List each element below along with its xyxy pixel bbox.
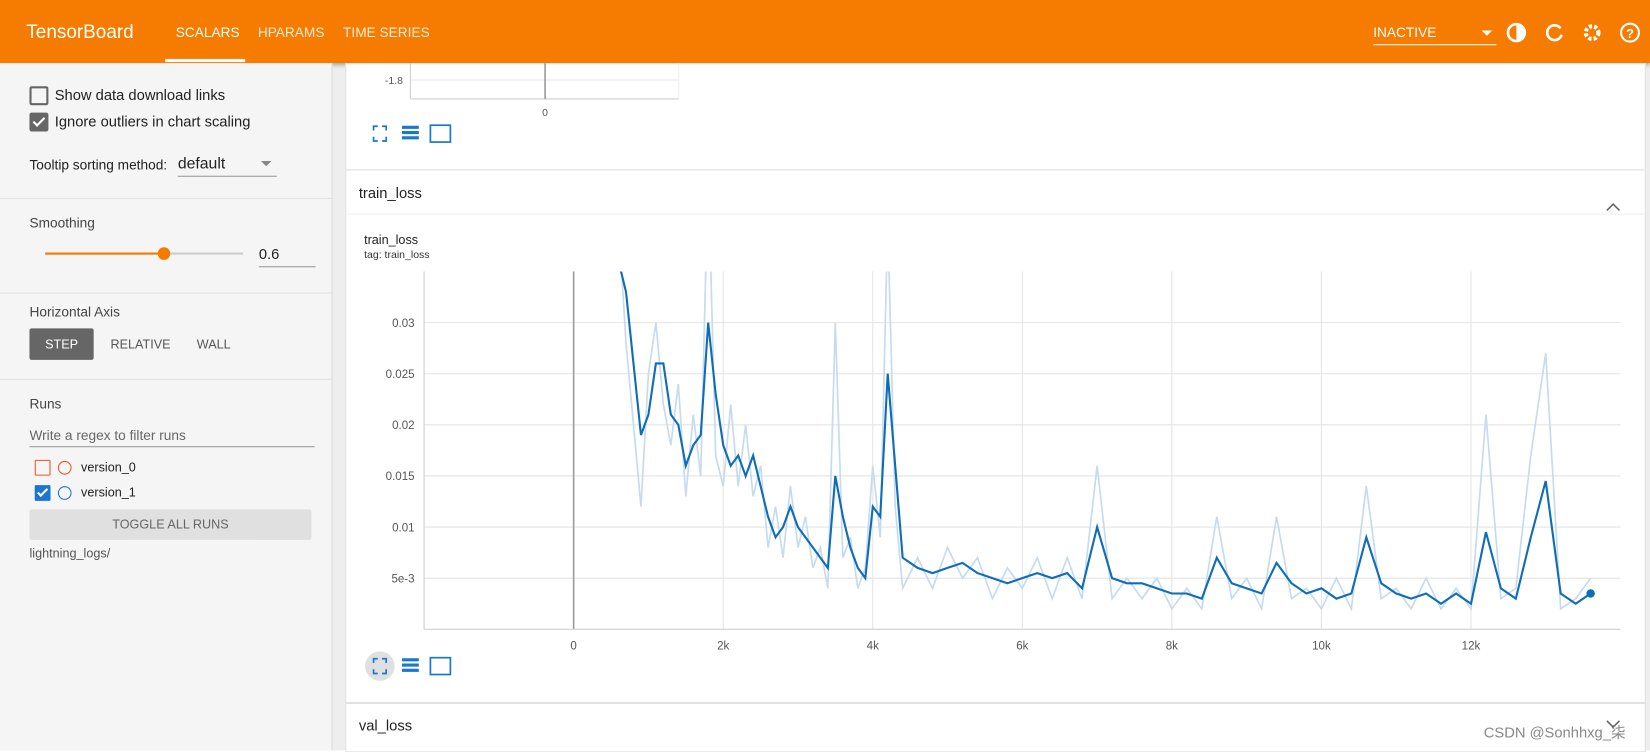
x-tick-label: 10k [1312, 640, 1331, 652]
chart-title: train_loss [364, 233, 418, 247]
y-tick-label: 5e-3 [391, 573, 414, 585]
tab-underline [165, 58, 246, 63]
tab[interactable]: TIME SERIES [343, 24, 430, 40]
sidebar: Show data download links Ignore outliers… [0, 63, 333, 751]
input-underline [258, 266, 316, 268]
filter-input[interactable]: Write a regex to filter runs [29, 427, 186, 444]
x-tick-label: 2k [717, 640, 729, 652]
checkbox[interactable] [29, 86, 49, 106]
collapse-icon[interactable] [1606, 203, 1621, 212]
run-name: version_0 [81, 459, 136, 475]
data-table-icon[interactable] [401, 125, 419, 140]
card-title[interactable]: val_loss [358, 716, 413, 734]
run-checkbox[interactable] [34, 485, 51, 501]
tooltip-label: Tooltip sorting method: [29, 156, 168, 173]
help-icon[interactable] [1620, 22, 1641, 43]
tooltip-select[interactable]: default [177, 154, 226, 173]
chart-card: train_loss [345, 169, 1646, 703]
smoothing-slider[interactable] [42, 244, 252, 265]
slider-knob [157, 247, 171, 260]
select-underline [177, 175, 277, 177]
chart-toolbar [365, 124, 452, 681]
x-tick-label: 0 [542, 107, 548, 119]
toggle-runs-button[interactable]: TOGGLE ALL RUNS [29, 509, 312, 540]
select-underline [1373, 44, 1497, 46]
divider [0, 292, 332, 294]
chart-card: val_loss [345, 702, 1646, 752]
option-label: Show data download links [54, 86, 226, 104]
card-title[interactable]: train_loss [358, 184, 422, 201]
header-icons: ? [1481, 22, 1641, 43]
svg-text:?: ? [1626, 27, 1634, 41]
checkbox[interactable] [29, 112, 49, 132]
x-tick-label: 8k [1166, 640, 1178, 652]
divider [0, 378, 332, 380]
run-name: version_1 [81, 485, 136, 500]
input-underline [29, 446, 315, 448]
run-status[interactable]: INACTIVE [1373, 24, 1437, 40]
divider [0, 197, 332, 199]
previous-chart-card [345, 63, 1646, 171]
section-label: Runs [29, 395, 62, 412]
dropdown-arrow [1481, 30, 1493, 36]
run-checkbox[interactable] [34, 459, 51, 476]
watermark: CSDN @Sonhhxg_柒 [1483, 723, 1626, 741]
axis-button[interactable]: WALL [196, 336, 231, 352]
settings-icon[interactable] [1583, 24, 1601, 42]
fit-domain-icon[interactable] [429, 124, 452, 143]
x-tick-label: 4k [867, 640, 879, 652]
y-tick-label: -1.8 [385, 75, 403, 87]
smoothing-value[interactable]: 0.6 [258, 245, 280, 263]
y-tick-label: 0.015 [386, 471, 415, 483]
theme-icon-half [1516, 24, 1525, 42]
log-dir: lightning_logs/ [29, 546, 111, 561]
x-tick-label: 6k [1016, 640, 1028, 652]
y-tick-label: 0.03 [392, 318, 415, 330]
tab[interactable]: HPARAMS [257, 24, 325, 40]
button-highlight [365, 651, 395, 681]
section-label: Horizontal Axis [29, 304, 120, 320]
y-tick-label: 0.025 [386, 369, 415, 381]
option-label: Ignore outliers in chart scaling [54, 112, 251, 130]
axis-button[interactable]: STEP [29, 328, 94, 360]
fit-domain-icon[interactable] [429, 656, 452, 676]
run-color-swatch [57, 460, 72, 475]
divider [346, 213, 1645, 215]
y-tick-label: 0.02 [392, 420, 415, 432]
fullscreen-icon[interactable] [372, 657, 388, 675]
top-bar: TensorBoard SCALARS HPARAMS TIME SERIES … [0, 0, 1650, 64]
y-tick-label: 0.01 [392, 522, 415, 534]
section-label: Smoothing [29, 214, 95, 231]
app-title: TensorBoard [26, 21, 134, 43]
x-tick-label: 0 [570, 640, 576, 652]
expand-icon[interactable] [1606, 720, 1621, 729]
dropdown-arrow [260, 161, 272, 167]
reload-icon[interactable] [1545, 23, 1563, 42]
x-tick-label: 12k [1462, 640, 1481, 652]
series-line [620, 271, 1592, 612]
tab[interactable]: SCALARS [175, 24, 240, 40]
chart-subtitle: tag: train_loss [364, 249, 429, 261]
run-color-swatch [57, 486, 72, 500]
last-point [1586, 589, 1595, 598]
data-table-icon[interactable] [401, 658, 419, 672]
fullscreen-icon[interactable] [372, 125, 388, 142]
series-line [619, 271, 1592, 606]
axis-button[interactable]: RELATIVE [110, 336, 171, 352]
